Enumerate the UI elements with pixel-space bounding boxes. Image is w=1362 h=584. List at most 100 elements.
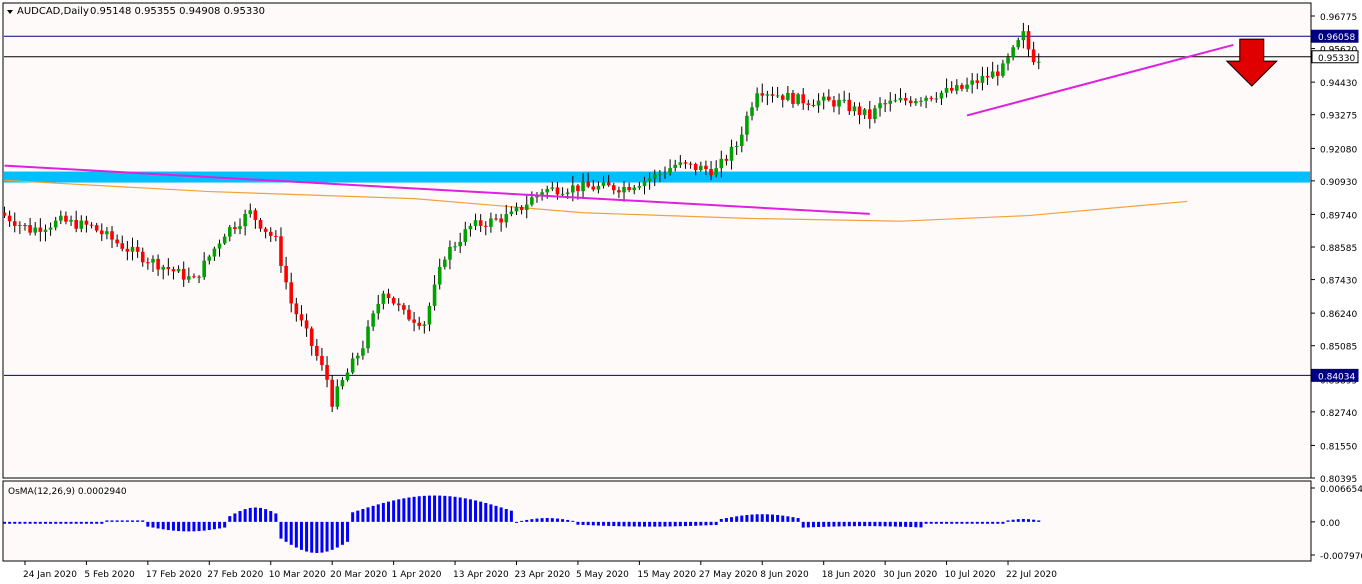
osma-bar (509, 510, 513, 522)
osma-bar (397, 499, 401, 522)
osma-bar (904, 521, 908, 527)
candle-body (453, 246, 457, 248)
y-tick-label: 0.86240 (1320, 310, 1357, 320)
osma-bar (648, 521, 652, 527)
osma-bar (755, 514, 759, 522)
candle-body (693, 163, 698, 171)
osma-bar (730, 517, 734, 522)
osma-bar (474, 500, 478, 522)
candle-body (576, 185, 580, 192)
x-tick-label: 15 May 2020 (637, 570, 696, 580)
osma-bar (796, 518, 800, 522)
osma-bar (530, 519, 534, 522)
osma-bar (699, 521, 703, 526)
down-arrow-icon (1225, 38, 1278, 87)
candle-body (371, 313, 375, 327)
osma-bar (284, 521, 288, 542)
candle-body (432, 284, 437, 306)
candle-body (458, 241, 462, 247)
osma-bar (448, 496, 452, 522)
candle-body (673, 164, 678, 169)
candle-body (483, 225, 488, 227)
candle-body (417, 322, 422, 326)
candle-body (827, 96, 831, 101)
candle-body (135, 246, 140, 252)
osma-bar (781, 515, 785, 522)
osma-bar (622, 521, 626, 527)
osma-bar (233, 513, 237, 522)
candle-body (995, 71, 1000, 76)
candle-body (48, 227, 53, 230)
y-tick-label: 0.96775 (1320, 13, 1357, 23)
candle-body (960, 85, 964, 89)
candle-body (765, 94, 770, 96)
candle-body (125, 248, 130, 252)
osma-bar (453, 496, 457, 522)
candle-body (478, 220, 483, 226)
osma-bar (914, 521, 918, 528)
x-tick-label: 10 Jul 2020 (945, 570, 996, 580)
candle-body (361, 348, 365, 356)
candle-body (724, 158, 729, 161)
osma-bar (970, 521, 974, 524)
osma-bar (555, 518, 559, 522)
osma-bar (371, 505, 375, 522)
osma-bar (868, 521, 872, 527)
candle-body (187, 276, 191, 280)
osma-bar (187, 521, 191, 532)
candle-body (852, 106, 857, 112)
candle-body (284, 265, 288, 283)
osma-bar (909, 521, 913, 528)
osma-bar (243, 509, 247, 522)
main-panel-frame (2, 2, 1312, 479)
candle-body (238, 226, 242, 229)
candle-body (683, 162, 688, 164)
osma-bar (740, 515, 744, 522)
osma-bar (484, 502, 488, 522)
osma-bar (1001, 521, 1005, 524)
candle-body (637, 186, 642, 188)
osma-bar (832, 521, 836, 527)
osma-tick-label: -0.0079700 (1320, 552, 1362, 562)
candle-body (146, 262, 150, 264)
candle-body (59, 215, 63, 221)
osma-bar (305, 521, 309, 552)
osma-bar (28, 521, 32, 524)
osma-bar (95, 521, 99, 524)
osma-bar (125, 520, 129, 522)
candle-body (192, 276, 196, 278)
candle-body (489, 218, 493, 227)
candle-body (407, 309, 411, 320)
collapse-triangle-icon[interactable] (7, 10, 13, 14)
candle-body (28, 225, 32, 233)
candle-body (519, 206, 524, 210)
osma-bar (412, 496, 416, 522)
osma-bar (888, 521, 892, 527)
candle-body (821, 96, 826, 101)
candle-body (386, 293, 391, 299)
y-tick-label: 0.85085 (1320, 343, 1357, 353)
osma-bar (346, 521, 350, 542)
candle-body (463, 229, 468, 242)
candle-body (263, 228, 268, 232)
candle-body (791, 92, 795, 104)
osma-bar (279, 521, 283, 539)
candle-body (110, 231, 114, 240)
osma-bar (463, 498, 467, 522)
osma-bar (1037, 520, 1041, 522)
x-tick-label: 10 Mar 2020 (269, 570, 326, 580)
candle-body (811, 104, 816, 106)
candle-body (335, 386, 340, 407)
candle-body (18, 225, 22, 227)
osma-bar (837, 521, 841, 527)
candle-body (504, 214, 509, 223)
osma-bar (131, 520, 134, 522)
candle-body (74, 219, 78, 229)
osma-bar (683, 521, 687, 527)
osma-bar (156, 521, 160, 529)
candle-body (755, 93, 759, 108)
osma-bar (253, 507, 257, 522)
candle-body (719, 158, 724, 169)
osma-bar (489, 504, 493, 522)
